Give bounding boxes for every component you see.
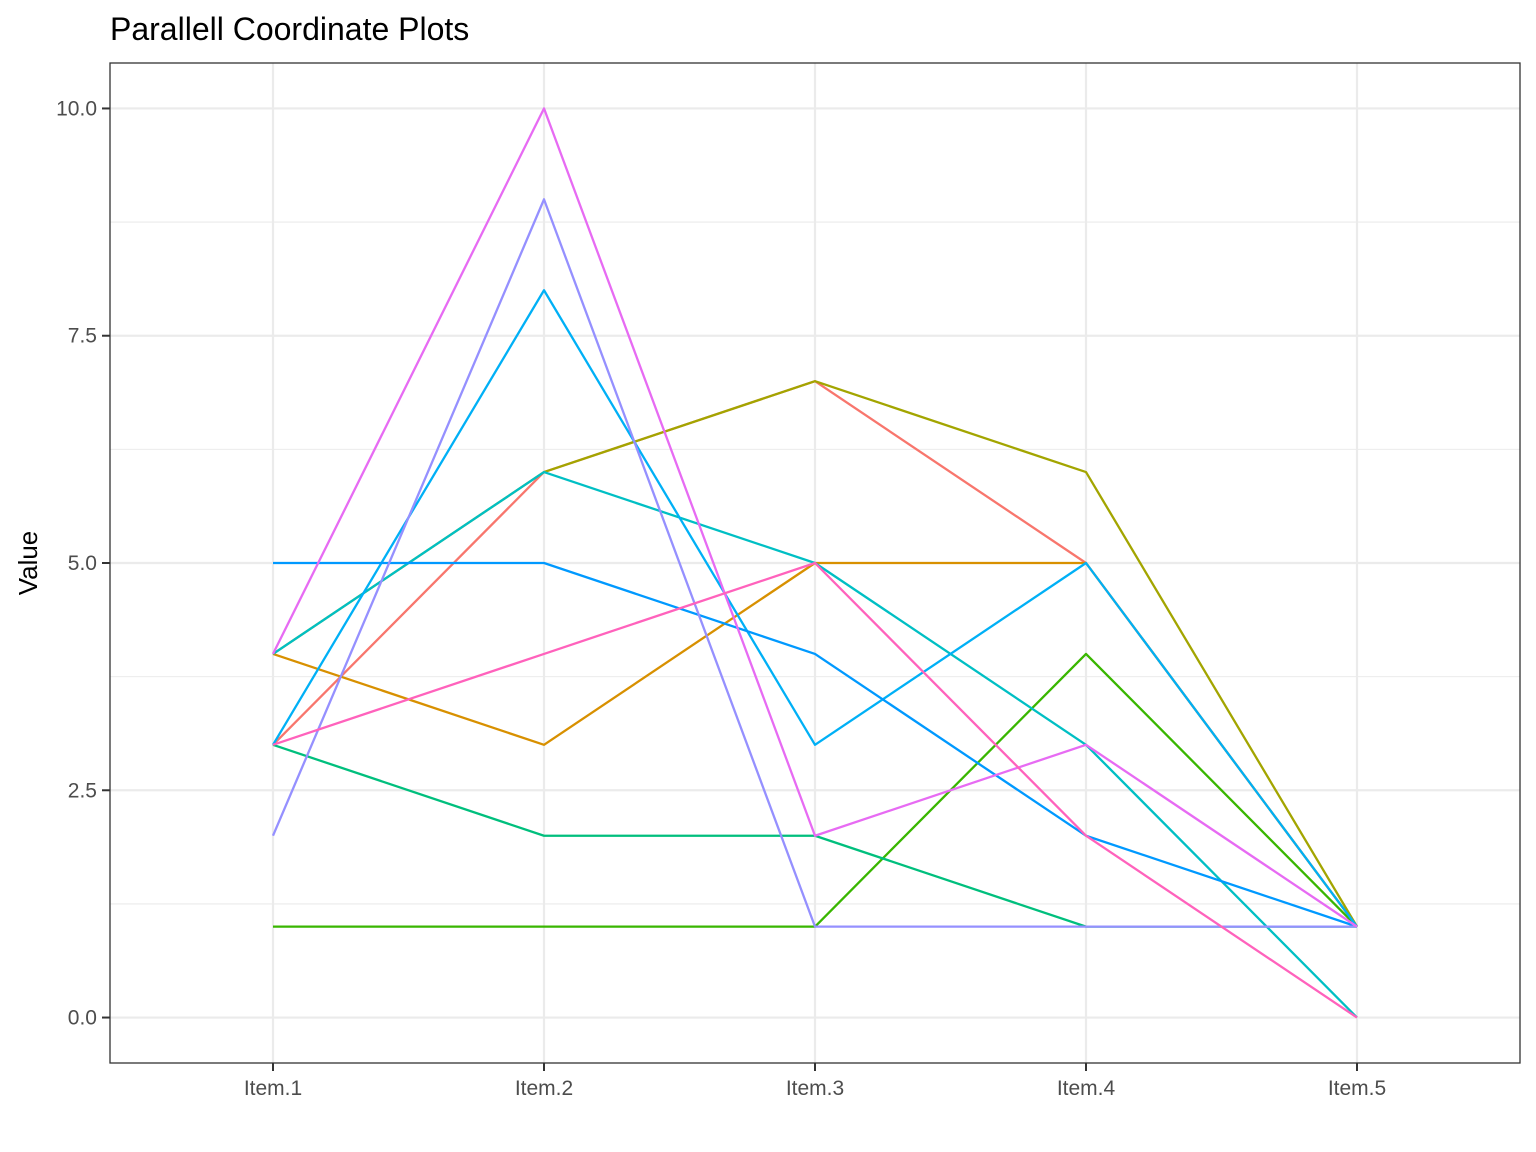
y-tick-label: 7.5 [68,325,97,348]
x-axis: Item.1 Item.2 Item.3 Item.4 Item.5 [244,1063,1386,1100]
y-tick-label: 5.0 [68,552,97,575]
chart-title: Parallell Coordinate Plots [110,11,469,47]
series-line-10 [271,107,1358,928]
y-axis-title: Value [13,531,43,596]
series-line-9 [271,198,1357,928]
series-line-8 [273,561,1358,928]
y-tick-label: 2.5 [68,779,97,802]
series-line-11 [272,561,1358,1019]
series-lines [271,107,1358,1019]
series-line-7 [272,289,1358,928]
x-tick-label: Item.2 [515,1077,573,1100]
x-tick-label: Item.1 [244,1077,302,1100]
y-tick-label: 0.0 [68,1007,97,1030]
y-tick-label: 10.0 [56,97,97,120]
y-axis: 0.0 2.5 5.0 7.5 10.0 [56,97,110,1030]
x-tick-label: Item.3 [786,1077,844,1100]
x-tick-label: Item.5 [1328,1077,1386,1100]
x-tick-label: Item.4 [1057,1077,1116,1100]
